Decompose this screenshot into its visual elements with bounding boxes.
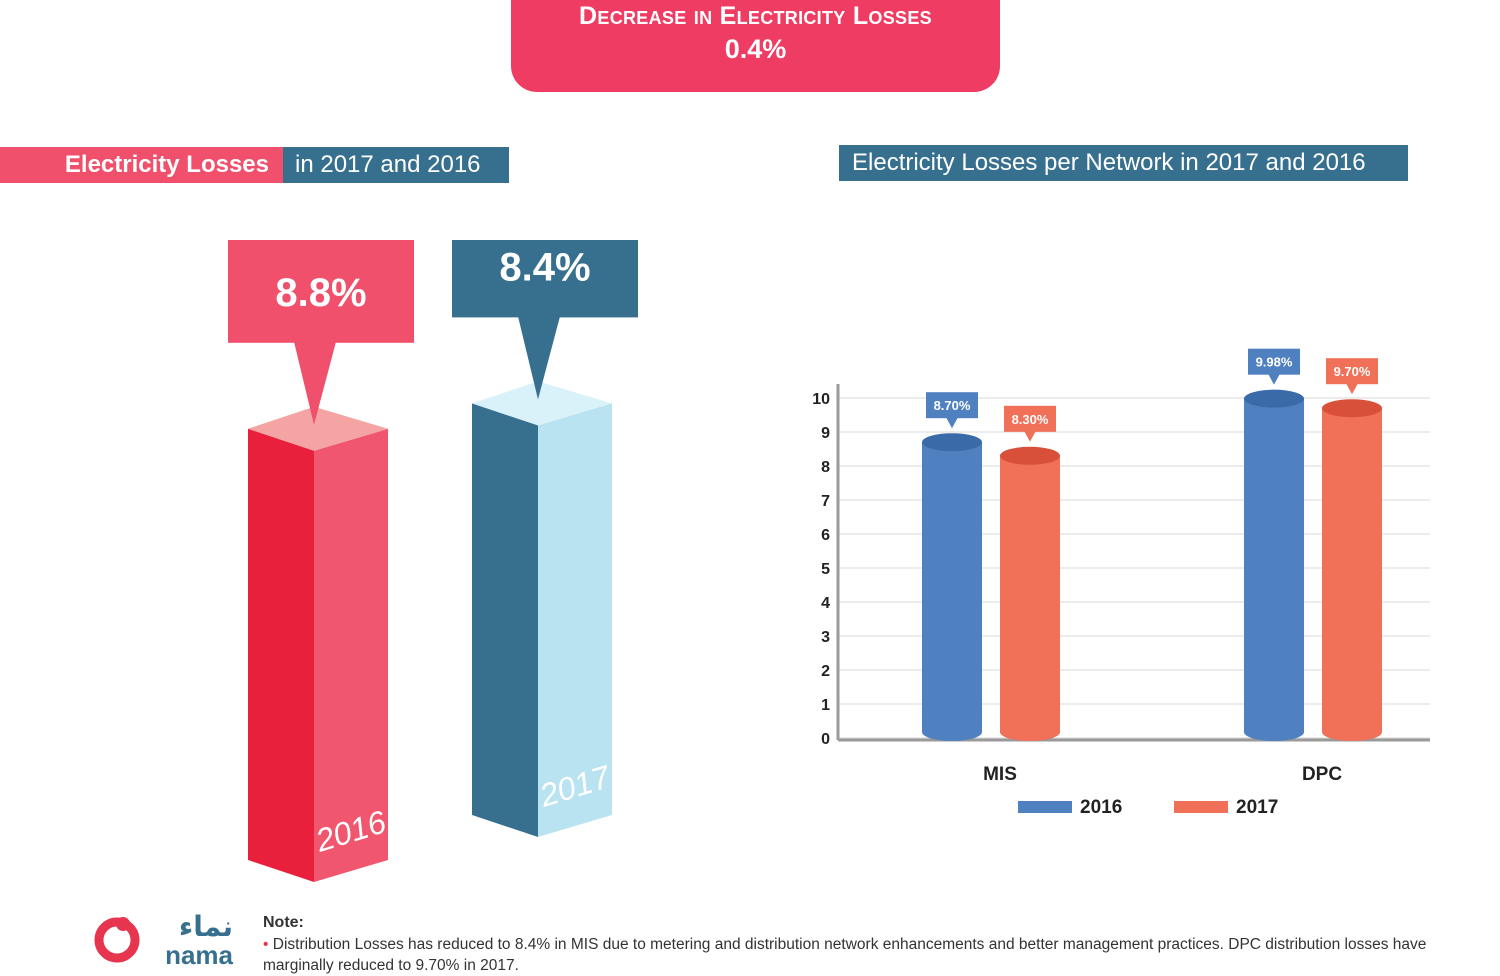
- cylinder-body: [1000, 455, 1060, 732]
- legend-swatch: [1174, 801, 1228, 813]
- logo-arabic: نماء: [179, 910, 233, 943]
- data-label: 8.70%: [934, 398, 971, 413]
- note-body: • Distribution Losses has reduced to 8.4…: [263, 934, 1438, 976]
- legend-label: 2016: [1080, 797, 1122, 818]
- cylinder-top: [1000, 446, 1060, 465]
- note-text: Distribution Losses has reduced to 8.4% …: [263, 936, 1427, 974]
- data-label-pointer: [1268, 373, 1280, 385]
- y-tick-label: 4: [821, 595, 830, 612]
- y-tick-label: 3: [821, 629, 830, 646]
- data-label-box: [1248, 348, 1300, 375]
- data-label-pointer: [946, 417, 958, 429]
- banner-value: 0.4%: [724, 34, 787, 64]
- cylinder-top: [1322, 399, 1382, 418]
- bar-front-face: [248, 428, 314, 882]
- cylinder-top: [922, 433, 982, 452]
- y-tick-label: 6: [821, 527, 830, 544]
- callout-box: [228, 240, 414, 343]
- cylinder-top: [1244, 389, 1304, 408]
- data-label-box: [926, 392, 978, 419]
- data-label-box: [1326, 358, 1378, 385]
- bar-top-face: [248, 406, 388, 451]
- bar-top-face: [472, 381, 612, 426]
- logo-dot-icon: [116, 917, 130, 931]
- x-category-label: DPC: [1302, 764, 1342, 785]
- callout-box: [452, 240, 638, 318]
- data-label: 9.98%: [1256, 355, 1293, 370]
- data-label-box: [1004, 405, 1056, 432]
- y-tick-label: 1: [821, 697, 830, 714]
- callout-value: 8.8%: [275, 271, 366, 315]
- bar-side-face: [538, 403, 612, 837]
- callout-pointer: [294, 341, 336, 425]
- cylinder-bottom: [1244, 723, 1304, 741]
- right-header-title: Electricity Losses per Network in 2017 a…: [839, 145, 1408, 181]
- y-tick-label: 8: [821, 459, 830, 476]
- legend-swatch: [1018, 801, 1072, 813]
- cylinder-bottom: [922, 723, 982, 741]
- callout-pointer: [518, 316, 560, 400]
- network-losses-chart: 0 1 2 3 4 5 6 7 8 9 10 MIS 8.70% 8.30% DPC 9.98% 9.70% 20…: [812, 348, 1430, 818]
- y-tick-label: 5: [821, 561, 830, 578]
- data-label-pointer: [1346, 383, 1358, 395]
- nama-logo: نماء nama: [94, 910, 234, 970]
- top-banner: Decrease in Electricity Losses 0.4%: [511, 0, 1000, 92]
- cylinder-bottom: [1000, 723, 1060, 741]
- y-tick-label: 10: [812, 391, 830, 408]
- cylinder-body: [1244, 398, 1304, 732]
- x-category-label: MIS: [983, 764, 1017, 785]
- note-bullet: •: [263, 936, 269, 953]
- left-header-subtitle: in 2017 and 2016: [283, 147, 509, 183]
- data-label-pointer: [1024, 430, 1036, 442]
- callout-value: 8.4%: [499, 245, 590, 289]
- banner-title: Decrease in Electricity Losses: [579, 2, 932, 30]
- note-title: Note:: [263, 914, 304, 931]
- left-header-title: Electricity Losses: [0, 147, 283, 183]
- bar-front-face: [472, 403, 538, 837]
- y-tick-label: 7: [821, 493, 830, 510]
- data-label: 8.30%: [1012, 412, 1049, 427]
- cylinder-body: [922, 442, 982, 732]
- logo-latin: nama: [165, 940, 233, 970]
- cylinder-bottom: [1322, 723, 1382, 741]
- y-tick-label: 2: [821, 663, 830, 680]
- legend-label: 2017: [1236, 797, 1278, 818]
- bar-side-face: [314, 428, 388, 882]
- y-tick-label: 0: [821, 731, 830, 748]
- y-tick-label: 9: [821, 425, 830, 442]
- data-label: 9.70%: [1334, 364, 1371, 379]
- cylinder-body: [1322, 408, 1382, 732]
